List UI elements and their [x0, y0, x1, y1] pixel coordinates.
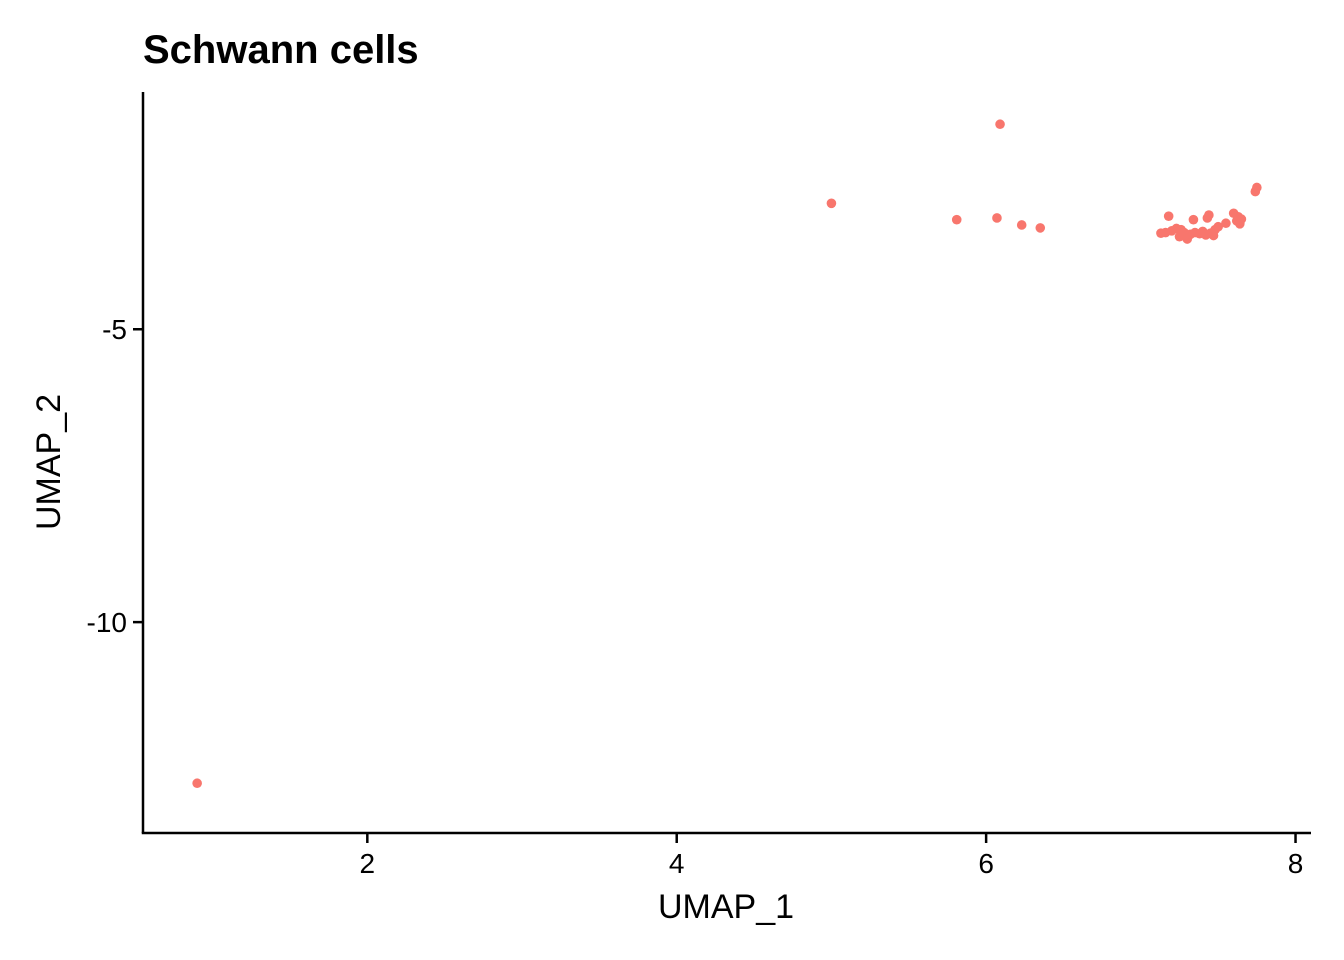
x-tick-label: 2	[360, 848, 376, 879]
data-point	[992, 213, 1002, 223]
data-point	[951, 214, 962, 225]
data-point	[1016, 220, 1027, 230]
data-point	[1163, 211, 1174, 221]
x-axis-title: UMAP_1	[658, 888, 794, 926]
chart-title: Schwann cells	[143, 28, 419, 72]
data-point	[1221, 218, 1231, 229]
x-tick-label: 6	[978, 848, 994, 879]
data-point	[1236, 214, 1247, 224]
data-point	[1252, 182, 1262, 193]
points-layer	[192, 119, 1262, 789]
data-point	[1188, 214, 1199, 225]
data-point	[1204, 210, 1214, 220]
y-tick-label: -5	[102, 314, 127, 345]
data-point	[826, 198, 837, 209]
y-ticks: -5 -10	[87, 314, 143, 638]
x-tick-label: 8	[1288, 848, 1304, 879]
data-point	[995, 119, 1005, 130]
data-point	[192, 778, 202, 789]
x-ticks: 2 4 6 8	[360, 833, 1304, 879]
x-tick-label: 4	[669, 848, 685, 879]
y-axis-title: UMAP_2	[30, 394, 68, 530]
data-point	[1213, 221, 1223, 232]
y-tick-label: -10	[87, 607, 127, 638]
data-point	[1035, 223, 1046, 233]
